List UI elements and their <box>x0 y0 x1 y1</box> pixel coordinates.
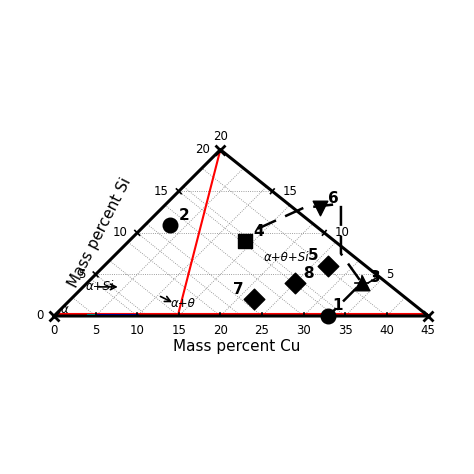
Text: α+θ+Si: α+θ+Si <box>264 251 310 264</box>
Text: 5: 5 <box>386 268 393 281</box>
Text: 15: 15 <box>283 185 297 198</box>
Text: 7: 7 <box>233 282 244 297</box>
Text: α: α <box>61 303 69 316</box>
Text: 35: 35 <box>338 324 353 337</box>
Text: 30: 30 <box>296 324 311 337</box>
Text: 10: 10 <box>334 227 349 239</box>
Text: 15: 15 <box>172 324 186 337</box>
Text: Mass percent Cu: Mass percent Cu <box>173 339 301 354</box>
Point <box>358 279 365 286</box>
Text: 5: 5 <box>308 248 319 263</box>
Text: 2: 2 <box>179 208 190 223</box>
Text: 0: 0 <box>36 310 44 322</box>
Text: Mass percent Si: Mass percent Si <box>65 175 134 290</box>
Text: 20: 20 <box>213 324 228 337</box>
Point <box>325 262 332 270</box>
Text: 8: 8 <box>303 266 314 281</box>
Text: 10: 10 <box>112 227 127 239</box>
Text: 10: 10 <box>130 324 145 337</box>
Text: 3: 3 <box>370 270 381 285</box>
Point <box>292 279 299 286</box>
Text: 1: 1 <box>333 298 343 313</box>
Text: 0: 0 <box>50 324 58 337</box>
Text: 4: 4 <box>254 225 264 239</box>
Text: α+θ: α+θ <box>171 297 195 310</box>
Text: 45: 45 <box>421 324 436 337</box>
Point <box>167 221 174 228</box>
Text: 25: 25 <box>255 324 269 337</box>
Text: 6: 6 <box>328 191 339 206</box>
Point <box>325 312 332 320</box>
Text: 40: 40 <box>379 324 394 337</box>
Text: 20: 20 <box>213 130 228 143</box>
Text: 20: 20 <box>195 143 210 156</box>
Text: 15: 15 <box>154 185 169 198</box>
Text: 5: 5 <box>92 324 100 337</box>
Point <box>250 296 257 303</box>
Text: 5: 5 <box>78 268 86 281</box>
Text: α+Si: α+Si <box>86 281 114 293</box>
Point <box>242 237 249 245</box>
Point <box>316 204 324 212</box>
